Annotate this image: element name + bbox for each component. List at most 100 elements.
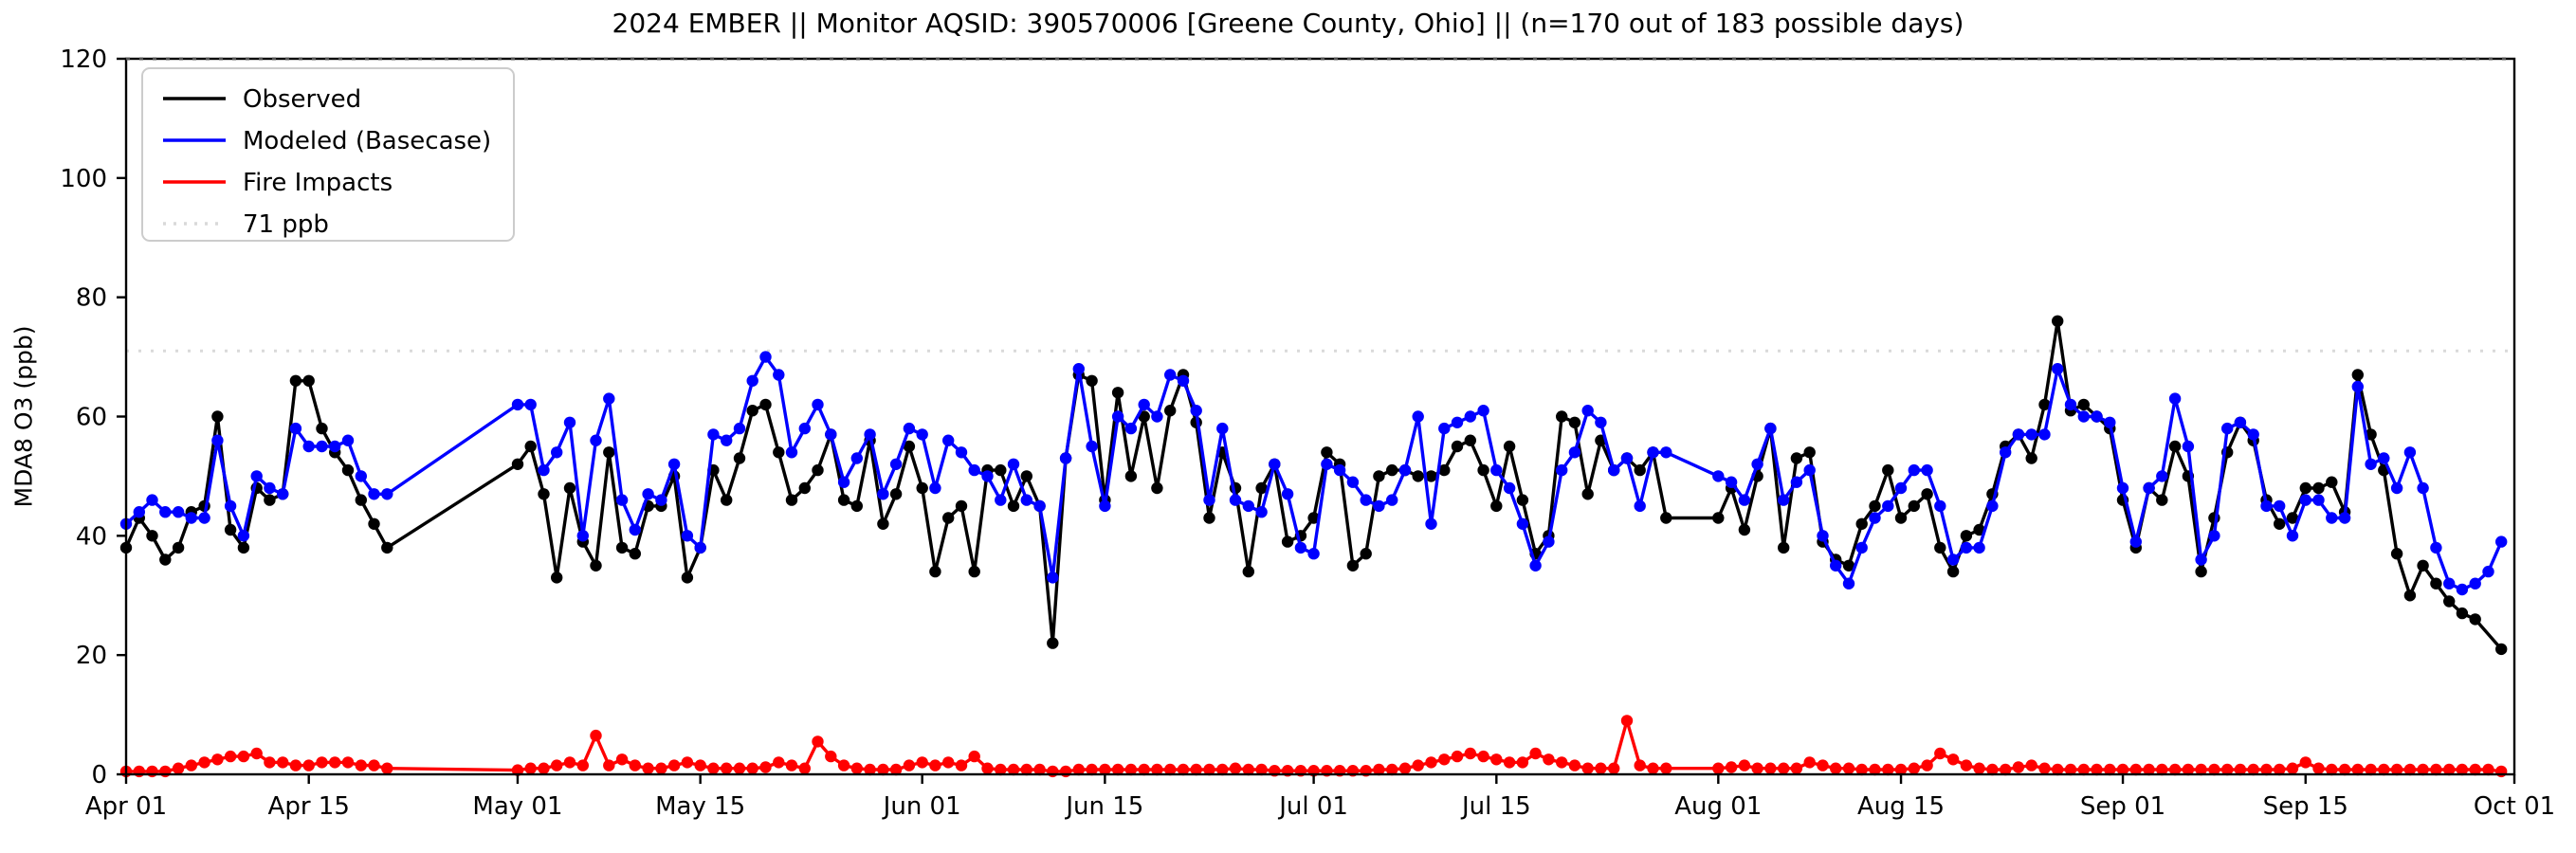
data-point [250,747,263,760]
data-point [302,759,315,771]
data-point [1020,470,1033,482]
data-point [1229,494,1242,506]
data-point [1373,470,1385,482]
data-point [1581,405,1594,417]
data-point [864,763,876,776]
data-point [1346,559,1360,572]
data-point [733,422,746,435]
data-point [642,488,654,500]
data-point [1294,541,1307,554]
data-point [511,398,524,411]
data-point [2351,369,2364,381]
data-point [2430,541,2442,554]
data-point [2143,763,2155,776]
data-point [1020,494,1033,506]
data-point [1464,747,1477,760]
data-point [1086,763,1098,776]
data-point [1921,463,1933,477]
data-point [603,759,615,771]
data-point [1242,565,1255,578]
data-point [159,554,172,566]
data-point [1790,476,1803,488]
data-point [172,541,185,554]
y-tick-label: 100 [60,165,107,193]
data-point [576,759,589,771]
data-point [1346,476,1360,488]
data-point [2038,428,2051,441]
data-point [316,422,328,435]
data-point [2025,452,2037,464]
data-point [1386,494,1398,506]
data-point [2469,763,2481,776]
data-point [2482,565,2494,578]
data-point [1124,470,1138,482]
data-point [1882,499,1894,513]
data-point [2052,315,2064,327]
data-point [916,481,928,495]
data-point [1778,494,1790,506]
data-point [785,494,798,506]
data-point [2156,470,2168,482]
data-point [1138,410,1150,423]
data-point [1725,476,1738,488]
data-point [1321,458,1333,470]
data-point [2195,565,2207,578]
data-point [2116,763,2129,776]
data-point [381,762,393,774]
data-point [1960,759,1973,771]
data-point [1503,756,1516,769]
data-point [1099,763,1111,776]
data-point [2326,476,2338,488]
data-point [2390,481,2403,495]
data-point [316,756,328,769]
data-point [955,759,968,771]
data-point [2403,763,2417,776]
data-point [277,488,289,500]
data-point [1386,763,1398,776]
data-point [1269,458,1281,470]
data-point [264,756,276,769]
data-point [1556,463,1568,477]
data-point [1177,374,1190,387]
data-point [1307,548,1320,560]
data-point [707,762,720,774]
data-point [785,446,798,459]
data-point [1869,512,1881,524]
data-point [1047,637,1059,649]
y-tick-label: 60 [76,404,107,432]
data-point [1451,440,1464,453]
data-point [995,763,1007,776]
data-point [524,762,537,774]
data-point [1634,759,1646,771]
data-point [681,756,694,769]
data-point [1059,452,1072,464]
data-point [773,756,785,769]
data-point [1099,499,1111,513]
data-point [563,756,576,769]
data-point [1255,481,1268,495]
data-point [368,488,380,500]
data-point [289,422,302,435]
data-point [2365,763,2377,776]
data-point [2064,763,2077,776]
data-point [1412,470,1424,482]
data-point [1216,763,1229,776]
data-point [1007,458,1020,470]
data-point [1908,463,1921,477]
data-point [1855,763,1868,776]
data-point [733,452,746,464]
data-point [2104,416,2116,428]
data-point [1738,523,1751,536]
data-point [224,750,237,763]
data-point [2274,517,2286,530]
data-point [1033,499,1046,513]
data-point [864,428,876,441]
data-point [524,440,537,453]
data-point [825,428,837,441]
data-point [538,463,550,477]
data-point [889,458,903,470]
data-point [773,369,785,381]
data-point [1973,523,1985,536]
data-point [1986,499,1999,513]
